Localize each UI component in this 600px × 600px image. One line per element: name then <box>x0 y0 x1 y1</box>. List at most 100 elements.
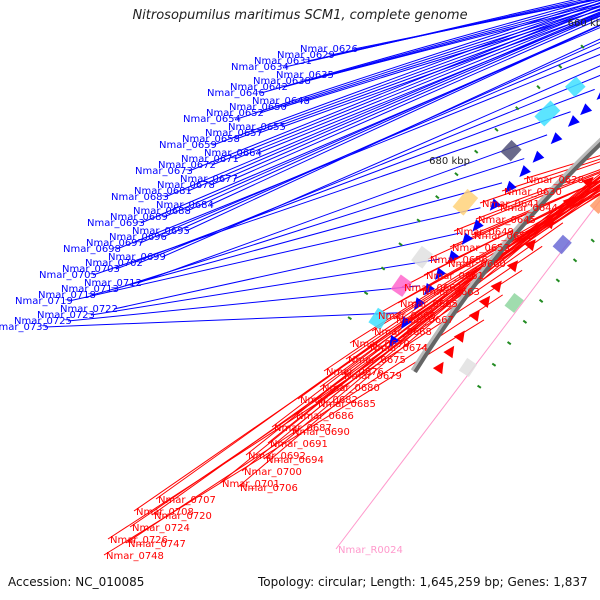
forward-leader-line <box>282 6 600 108</box>
reverse-leader-line <box>219 175 600 484</box>
forward-gene-label: Nmar_0655 <box>228 122 286 133</box>
reverse-leader-line <box>241 175 600 472</box>
forward-gene-arrow <box>414 297 425 310</box>
forward-gene-label: Nmar_0626 <box>300 44 358 55</box>
forward-leader-line <box>115 88 595 270</box>
forward-leader-line <box>116 53 600 250</box>
reverse-gene-arrow <box>543 217 556 230</box>
forward-gene-label: Nmar_0657 <box>205 128 263 139</box>
forward-gene-label: Nmar_0696 <box>109 232 167 243</box>
reverse-gene-arrow <box>562 196 575 209</box>
forward-leader-line <box>257 15 600 154</box>
forward-gene-label: Nmar_0698 <box>63 244 121 255</box>
forward-leader-line <box>92 111 571 276</box>
reverse-leader-line <box>401 184 600 288</box>
forward-leader-line <box>188 5 600 172</box>
feature-tracks <box>347 44 600 389</box>
forward-gene-arrow <box>461 232 473 245</box>
forward-gene-label: Nmar_0722 <box>60 304 118 315</box>
forward-leader-line <box>139 46 600 244</box>
forward-gene-label: Nmar_0703 <box>62 264 120 275</box>
reverse-gene-label: Nmar_0747 <box>128 539 186 550</box>
forward-leader-line <box>330 0 592 56</box>
forward-leader-line <box>185 38 600 232</box>
forward-leader-line <box>284 0 576 68</box>
reverse-gene-label: Nmar_0674 <box>370 343 428 354</box>
forward-leader-line <box>114 158 525 290</box>
map-title: Nitrosopumilus maritimus SCM1, complete … <box>132 8 468 23</box>
reverse-gene-arrow <box>432 361 444 375</box>
reverse-leader-line <box>323 183 600 372</box>
forward-gene-arrow <box>580 103 593 116</box>
reverse-gene-label: Nmar_0644 <box>500 203 558 214</box>
backbone-line <box>413 141 600 374</box>
tick-mark-inner <box>572 258 578 263</box>
forward-leader-line <box>305 9 600 102</box>
reverse-gene-label: Nmar_0685 <box>318 399 376 410</box>
forward-gene-arrow <box>567 115 580 127</box>
forward-leader-line <box>283 0 600 88</box>
reverse-leader-line <box>155 181 600 500</box>
forward-gene-label: Nmar_0725 <box>14 316 72 327</box>
forward-gene-label: Nmar_0654 <box>183 114 241 125</box>
reverse-gene-label: Nmar_0661 <box>426 271 484 282</box>
tick-mark-outer <box>515 106 520 111</box>
forward-leader-line <box>307 0 584 62</box>
reverse-gene-label: Nmar_0680 <box>322 383 380 394</box>
forward-leader-line <box>44 312 402 328</box>
rna-gene-label: Nmar_R0024 <box>338 545 403 556</box>
reverse-gene-label: Nmar_0656 <box>430 255 488 266</box>
reverse-gene-arrow <box>506 260 519 273</box>
forward-gene-label: Nmar_0705 <box>39 270 97 281</box>
forward-gene-label: Nmar_0683 <box>111 192 169 203</box>
reverse-gene-label: Nmar_0692 <box>248 451 306 462</box>
forward-gene-label: Nmar_0693 <box>87 218 145 229</box>
forward-gene-arrow <box>435 267 447 280</box>
forward-gene-label: Nmar_0678 <box>157 180 215 191</box>
tick-mark-inner <box>506 341 512 346</box>
annotation-block-outer <box>411 245 433 269</box>
forward-gene-label: Nmar_0681 <box>134 186 192 197</box>
forward-gene-label: Nmar_0652 <box>206 108 264 119</box>
forward-gene-label: Nmar_0646 <box>207 88 265 99</box>
tick-mark-outer <box>347 316 352 321</box>
forward-leader-line <box>90 258 440 316</box>
annotation-block-outer <box>390 274 413 297</box>
ruler-label: 660 kbp <box>568 18 600 29</box>
forward-gene-arrow <box>532 150 545 163</box>
forward-gene-label: Nmar_0723 <box>37 310 95 321</box>
reverse-gene-label: Nmar_0665 <box>400 299 458 310</box>
forward-gene-label: Nmar_0695 <box>132 226 190 237</box>
tick-mark-inner <box>590 238 595 243</box>
forward-gene-label: Nmar_0671 <box>181 154 239 165</box>
reverse-gene-label: Nmar_0691 <box>270 439 328 450</box>
tick-mark-outer <box>494 127 499 132</box>
tick-mark-outer <box>435 195 440 200</box>
forward-gene-label: Nmar_0648 <box>252 96 310 107</box>
reverse-gene-label: Nmar_0748 <box>106 551 164 562</box>
annotation-block-outer <box>500 140 522 162</box>
annotation-block-outer <box>565 76 586 97</box>
reverse-gene-label: Nmar_0706 <box>240 483 298 494</box>
forward-gene-label: Nmar_0658 <box>182 134 240 145</box>
forward-leader-line <box>68 207 481 302</box>
reverse-leader-line <box>133 199 585 512</box>
tick-mark-outer <box>580 44 585 49</box>
tick-mark-inner <box>477 384 482 389</box>
forward-gene-label: Nmar_0712 <box>84 278 142 289</box>
forward-leader-line <box>233 18 600 180</box>
forward-gene-label: Nmar_0684 <box>156 200 214 211</box>
forward-gene-arrow <box>389 335 400 348</box>
forward-gene-label: Nmar_0713 <box>61 284 119 295</box>
reverse-gene-label: Nmar_0676 <box>326 367 384 378</box>
forward-gene-label: Nmar_0719 <box>15 296 73 307</box>
forward-leader-line <box>162 41 600 238</box>
topology-summary: Topology: circular; Length: 1,645,259 bp… <box>258 575 588 589</box>
forward-gene-arrow <box>489 198 502 211</box>
accession-text: Accession: NC_010085 <box>8 575 145 589</box>
forward-leader-line <box>236 0 600 120</box>
forward-gene-label: Nmar_0650 <box>229 102 287 113</box>
reverse-gene-label: Nmar_0666 <box>378 311 436 322</box>
